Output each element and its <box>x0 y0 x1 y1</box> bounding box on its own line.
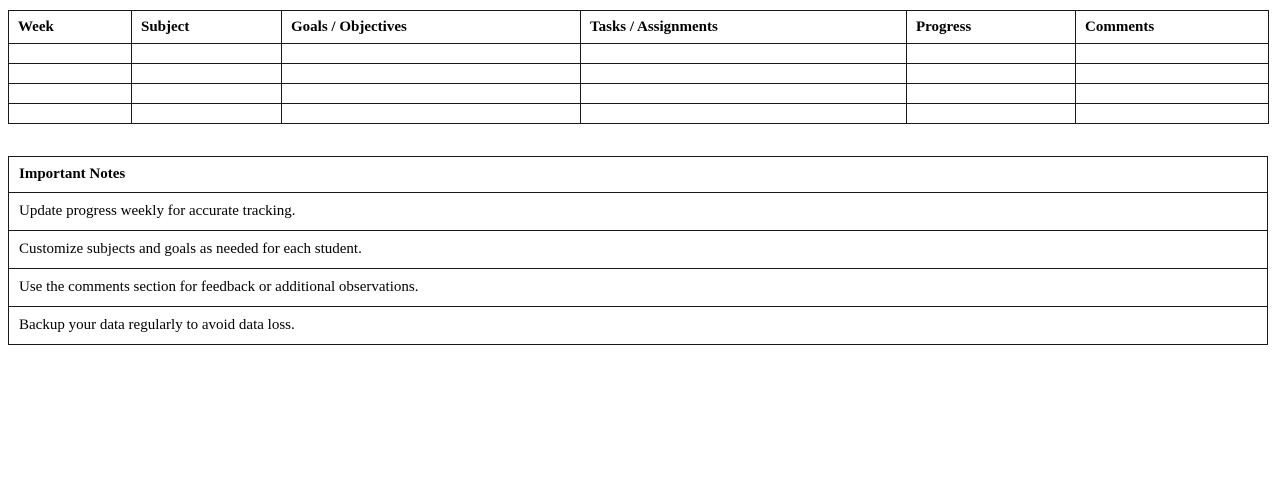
tracker-header-comments: Comments <box>1075 10 1269 44</box>
note-row: Customize subjects and goals as needed f… <box>8 230 1268 269</box>
tracker-empty-cell <box>8 63 132 84</box>
tracker-header-goals-objectives: Goals / Objectives <box>281 10 581 44</box>
tracker-empty-cell <box>580 43 907 64</box>
important-notes-table: Important Notes Update progress weekly f… <box>8 156 1268 345</box>
tracker-empty-cell <box>580 103 907 124</box>
tracker-empty-cell <box>131 83 282 104</box>
tracker-empty-cell <box>8 83 132 104</box>
tracker-empty-row <box>8 103 1269 124</box>
tracker-empty-cell <box>281 43 581 64</box>
note-cell: Customize subjects and goals as needed f… <box>8 230 1268 269</box>
tracker-empty-row <box>8 63 1269 84</box>
note-cell: Update progress weekly for accurate trac… <box>8 192 1268 231</box>
tracker-empty-cell <box>8 43 132 64</box>
note-row: Use the comments section for feedback or… <box>8 268 1268 307</box>
tracker-empty-row <box>8 43 1269 64</box>
weekly-tracker-table: Week Subject Goals / Objectives Tasks / … <box>8 10 1269 124</box>
tracker-header-week: Week <box>8 10 132 44</box>
notes-header: Important Notes <box>8 156 1268 193</box>
tracker-empty-cell <box>281 83 581 104</box>
tracker-header-progress: Progress <box>906 10 1076 44</box>
tracker-empty-row <box>8 83 1269 104</box>
tracker-empty-cell <box>131 43 282 64</box>
tracker-empty-cell <box>131 63 282 84</box>
tracker-empty-cell <box>131 103 282 124</box>
tracker-empty-cell <box>1075 83 1269 104</box>
tracker-empty-cell <box>1075 63 1269 84</box>
tracker-header-row: Week Subject Goals / Objectives Tasks / … <box>8 10 1269 44</box>
tracker-empty-cell <box>906 103 1076 124</box>
tracker-empty-cell <box>1075 103 1269 124</box>
tracker-empty-cell <box>580 83 907 104</box>
page: Week Subject Goals / Objectives Tasks / … <box>8 10 1270 345</box>
tracker-empty-cell <box>281 103 581 124</box>
tracker-empty-cell <box>8 103 132 124</box>
note-row: Backup your data regularly to avoid data… <box>8 306 1268 345</box>
notes-header-row: Important Notes <box>8 156 1268 193</box>
tracker-empty-cell <box>281 63 581 84</box>
note-cell: Backup your data regularly to avoid data… <box>8 306 1268 345</box>
tracker-empty-cell <box>906 83 1076 104</box>
note-row: Update progress weekly for accurate trac… <box>8 192 1268 231</box>
tracker-empty-cell <box>906 43 1076 64</box>
tracker-empty-cell <box>906 63 1076 84</box>
tracker-header-subject: Subject <box>131 10 282 44</box>
tracker-empty-cell <box>1075 43 1269 64</box>
note-cell: Use the comments section for feedback or… <box>8 268 1268 307</box>
tracker-empty-cell <box>580 63 907 84</box>
tracker-header-tasks-assignments: Tasks / Assignments <box>580 10 907 44</box>
